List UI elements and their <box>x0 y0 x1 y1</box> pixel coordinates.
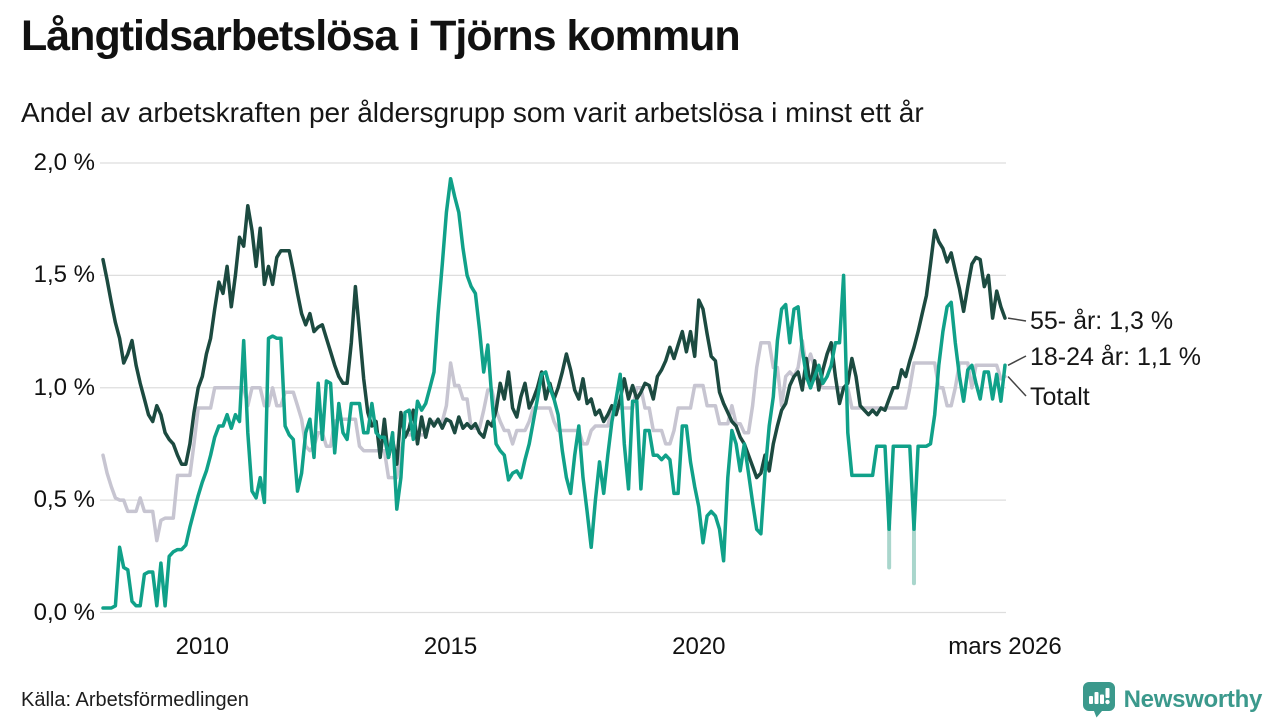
brand-logo: Newsworthy <box>1082 681 1262 718</box>
series-end-label-totalt: Totalt <box>1030 383 1090 411</box>
x-axis-tick-label: 2015 <box>423 633 478 660</box>
x-axis-tick-label: mars 2026 <box>948 633 1062 660</box>
series-end-label-18-24: 18-24 år: 1,1 % <box>1030 343 1201 371</box>
series-line-18-24r <box>101 176 1007 610</box>
y-axis-tick-label: 0,5 % <box>33 486 95 514</box>
series-end-label-55: 55- år: 1,3 % <box>1030 307 1174 335</box>
source-note: Källa: Arbetsförmedlingen <box>21 689 249 711</box>
y-axis-tick-label: 1,5 % <box>33 261 95 289</box>
series-line-Totalt <box>101 338 1007 543</box>
x-axis-tick-label: 2010 <box>175 633 229 660</box>
y-axis-tick-label: 2,0 % <box>33 149 95 176</box>
series-line-55-r <box>101 203 1007 480</box>
x-axis-tick-label: 2020 <box>672 633 726 660</box>
legend-connector <box>1007 355 1027 366</box>
newsworthy-icon <box>1082 682 1115 718</box>
y-axis-tick-label: 0,0 % <box>33 598 95 626</box>
legend-connector <box>1007 376 1027 397</box>
chart-title: Långtidsarbetslösa i Tjörns kommun <box>21 12 741 60</box>
chart-subtitle: Andel av arbetskraften per åldersgrupp s… <box>21 97 924 128</box>
legend-connector <box>1007 317 1027 322</box>
brand-name: Newsworthy <box>1123 685 1263 713</box>
y-axis-tick-label: 1,0 % <box>33 373 95 401</box>
